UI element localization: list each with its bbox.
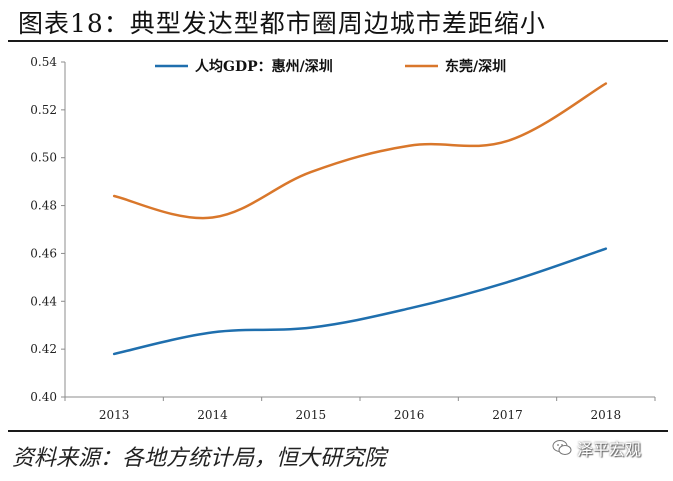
y-tick-label: 0.50 bbox=[30, 151, 57, 165]
x-tick-label: 2018 bbox=[591, 408, 622, 422]
watermark-text: 泽平宏观 bbox=[577, 440, 642, 459]
wechat-icon bbox=[552, 440, 572, 455]
x-tick-label: 2013 bbox=[99, 408, 130, 422]
top-rule bbox=[8, 40, 668, 42]
watermark: 泽平宏观 bbox=[552, 436, 641, 460]
y-tick-label: 0.42 bbox=[30, 342, 57, 356]
legend-label-2: 东莞/深圳 bbox=[445, 58, 506, 75]
y-tick-label: 0.52 bbox=[30, 103, 57, 117]
x-tick-label: 2016 bbox=[394, 408, 425, 422]
x-tick-label: 2014 bbox=[197, 408, 228, 422]
line-chart: 0.40 0.42 0.44 0.46 0.48 0.50 0.52 0.54 2013 2014… bbox=[30, 55, 656, 422]
y-tick-label: 0.48 bbox=[30, 199, 57, 213]
series-line-1 bbox=[112, 247, 608, 356]
y-tick-label: 0.46 bbox=[30, 246, 57, 260]
x-tick-label: 2017 bbox=[492, 408, 523, 422]
figure-title: 图表18：典型发达型都市圈周边城市差距缩小 bbox=[18, 9, 546, 38]
bottom-rule bbox=[8, 430, 668, 432]
y-tick-label: 0.40 bbox=[30, 390, 57, 404]
y-tick-label: 0.44 bbox=[30, 294, 57, 308]
x-tick-label: 2015 bbox=[296, 408, 327, 422]
source-note: 资料来源：各地方统计局，恒大研究院 bbox=[12, 446, 387, 471]
legend-label-1: 人均GDP：惠州/深圳 bbox=[195, 58, 333, 75]
series-line-2 bbox=[112, 82, 608, 220]
y-tick-label: 0.54 bbox=[30, 55, 57, 69]
